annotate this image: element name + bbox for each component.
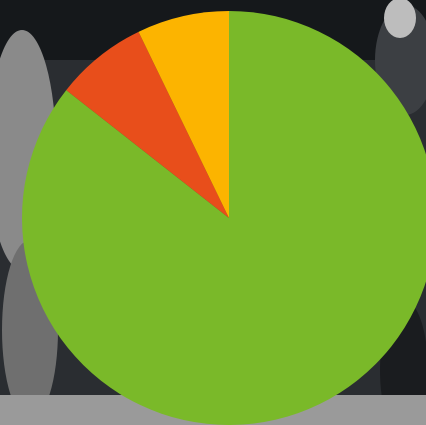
pie: [22, 11, 426, 425]
pie-slice: [66, 31, 229, 218]
pie-slice: [22, 11, 426, 425]
pie-slice: [138, 11, 229, 218]
